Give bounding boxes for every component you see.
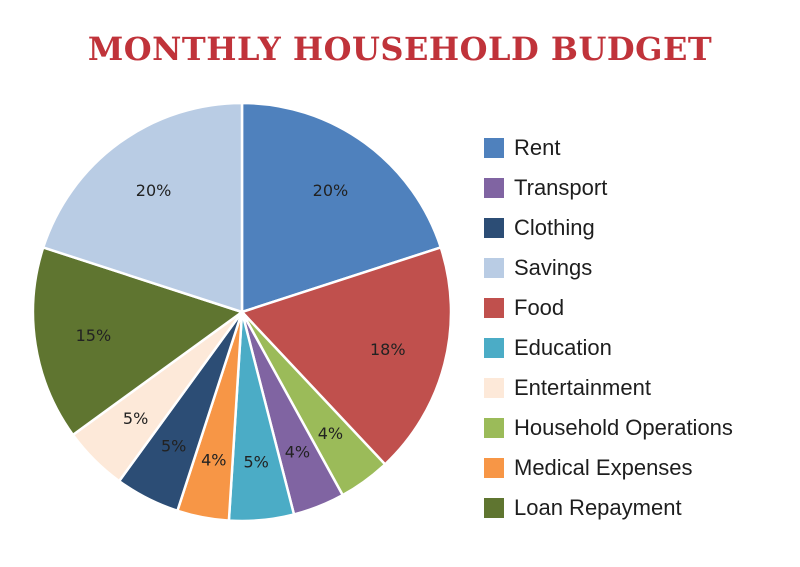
legend-swatch xyxy=(484,138,504,158)
legend-label: Savings xyxy=(514,255,593,280)
chart-title: MONTHLY HOUSEHOLD BUDGET xyxy=(87,30,713,68)
legend-swatch xyxy=(484,418,504,438)
data-label-rent: 20% xyxy=(313,181,349,200)
legend-item-rent: Rent xyxy=(484,128,733,168)
slice-rent xyxy=(240,101,443,314)
legend-item-transport: Transport xyxy=(484,168,733,208)
data-label-food: 18% xyxy=(370,340,406,359)
pie-slices xyxy=(31,101,453,523)
legend-item-savings: Savings xyxy=(484,248,733,288)
data-label-education: 5% xyxy=(243,452,268,471)
data-label-household-operations: 4% xyxy=(318,424,343,443)
slice-food xyxy=(240,246,453,466)
data-label-transport: 4% xyxy=(285,442,310,461)
chart-legend: Rent Transport Clothing Savings Food Educatio… xyxy=(484,128,733,528)
legend-item-household-operations: Household Operations xyxy=(484,408,733,448)
legend-swatch xyxy=(484,258,504,278)
legend-label: Loan Repayment xyxy=(514,495,682,520)
legend-label: Entertainment xyxy=(514,375,651,400)
legend-swatch xyxy=(484,498,504,518)
legend-swatch xyxy=(484,298,504,318)
legend-item-entertainment: Entertainment xyxy=(484,368,733,408)
legend-label: Household Operations xyxy=(514,415,733,440)
legend-swatch xyxy=(484,378,504,398)
data-label-loan-repayment: 15% xyxy=(76,326,112,345)
legend-label: Rent xyxy=(514,135,561,160)
legend-item-food: Food xyxy=(484,288,733,328)
legend-swatch xyxy=(484,218,504,238)
slice-savings xyxy=(41,101,244,314)
legend-item-education: Education xyxy=(484,328,733,368)
legend-label: Food xyxy=(514,295,565,320)
legend-item-clothing: Clothing xyxy=(484,208,733,248)
legend-label: Medical Expenses xyxy=(514,455,693,480)
slice-loan-repayment xyxy=(31,246,244,437)
legend-item-loan-repayment: Loan Repayment xyxy=(484,488,733,528)
data-label-medical-expenses: 4% xyxy=(201,450,226,469)
legend-label: Clothing xyxy=(514,215,595,240)
legend-label: Transport xyxy=(514,175,608,200)
pie-data-labels: 20% 18% 4% 4% 5% 4% 5% 5% 15% 20% xyxy=(76,181,406,472)
legend-swatch xyxy=(484,458,504,478)
legend-swatch xyxy=(484,178,504,198)
legend-swatch xyxy=(484,338,504,358)
data-label-savings: 20% xyxy=(136,181,172,200)
legend-item-medical-expenses: Medical Expenses xyxy=(484,448,733,488)
legend-label: Education xyxy=(514,335,612,360)
data-label-clothing: 5% xyxy=(161,437,186,456)
data-label-entertainment: 5% xyxy=(123,409,148,428)
